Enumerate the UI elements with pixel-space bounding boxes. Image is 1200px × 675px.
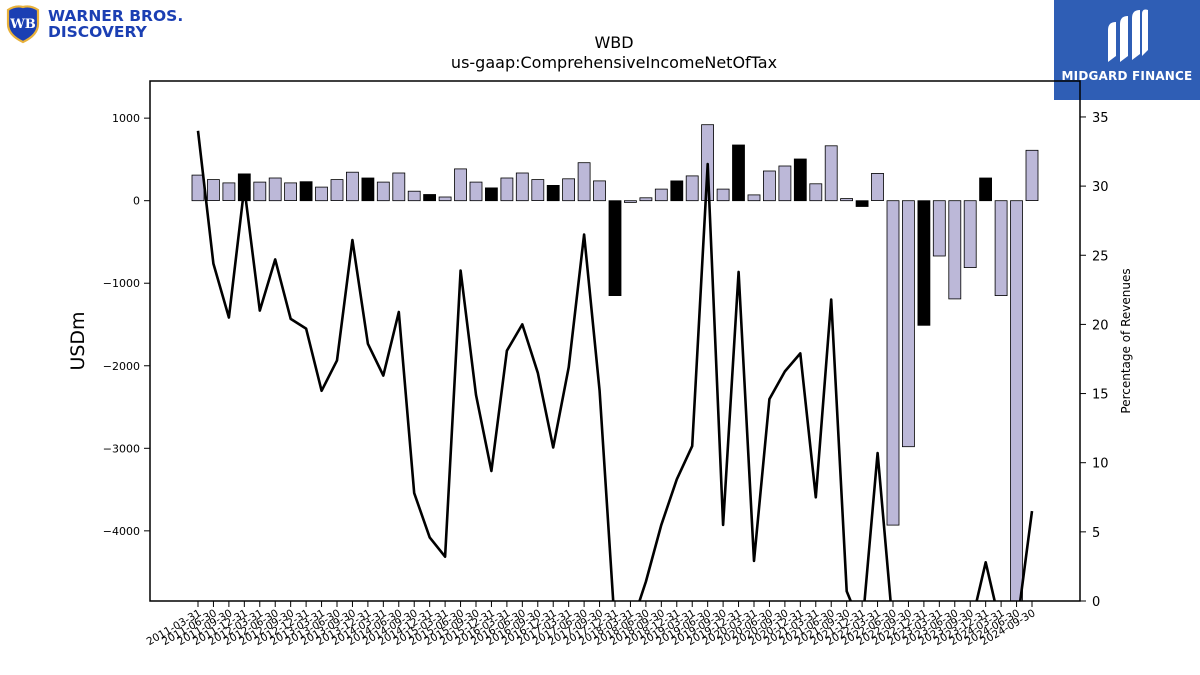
y-tick-label: 0 (133, 195, 140, 208)
bar-2019-06-30 (701, 124, 714, 201)
plot-frame (149, 80, 1081, 602)
bar-2013-06-30 (330, 179, 344, 202)
bar-2023-06-30 (948, 200, 962, 300)
bar-2011-09-30 (222, 182, 236, 201)
y2-axis-label: Percentage of Revenues (1119, 268, 1133, 413)
bar-2017-03-31 (562, 178, 575, 202)
midgard-logo-text: MIDGARD FINANCE (1061, 69, 1193, 83)
bar-2012-09-30 (284, 182, 298, 201)
bar-2022-03-31 (871, 172, 884, 201)
y2-tick-label: 35 (1092, 111, 1109, 126)
bar-2013-12-31 (361, 177, 375, 202)
y-tick-label: −2000 (103, 360, 140, 373)
bar-2020-12-31 (793, 158, 807, 202)
bar-2018-09-30 (654, 188, 668, 202)
bar-series (191, 124, 1039, 602)
y-tick-label: −4000 (103, 525, 140, 538)
y2-tick-label: 25 (1092, 249, 1109, 264)
bar-2013-09-30 (345, 171, 359, 202)
y-tick-label: 1000 (112, 112, 140, 125)
x-axis: 2011-03-312011-06-302011-09-302011-12-31… (145, 601, 1038, 648)
bar-2018-03-31 (624, 200, 637, 203)
wb-shield-icon (6, 5, 40, 44)
y2-tick-label: 30 (1092, 180, 1109, 195)
bar-2020-06-30 (763, 170, 776, 202)
midgard-mark-icon (1108, 9, 1148, 62)
wbd-logo-line2: DISCOVERY (48, 23, 148, 41)
bar-2018-12-31 (670, 180, 684, 202)
bar-2015-06-30 (454, 168, 467, 202)
bar-2019-12-31 (732, 144, 745, 202)
midgard-finance-logo: MIDGARD FINANCE (1054, 0, 1200, 100)
bar-2014-06-30 (392, 172, 406, 202)
bar-2014-03-31 (376, 181, 390, 202)
bar-2019-03-31 (685, 175, 699, 202)
bar-2014-12-31 (423, 194, 437, 202)
bar-2023-12-31 (979, 177, 992, 202)
bar-2021-06-30 (824, 145, 838, 202)
y-axis-label: USDm (67, 311, 89, 370)
chart-subtitle: us-gaap:ComprehensiveIncomeNetOfTax (451, 53, 777, 72)
bar-2021-03-31 (809, 183, 823, 202)
bar-2012-12-31 (299, 181, 313, 202)
left-axis: 1000 0 −1000 −2000 −3000 −4000 (103, 112, 150, 538)
bar-2018-06-30 (639, 197, 653, 202)
bar-2016-12-31 (546, 184, 560, 202)
chart-title: WBD (594, 33, 633, 52)
y-tick-label: −3000 (103, 442, 140, 455)
bar-2022-09-30 (902, 200, 915, 448)
bar-2021-12-31 (855, 200, 869, 207)
y-tick-label: −1000 (103, 277, 140, 290)
bar-2012-03-31 (253, 181, 267, 202)
y2-tick-label: 15 (1092, 388, 1109, 403)
bar-2017-06-30 (577, 162, 591, 202)
bar-2016-09-30 (531, 179, 545, 202)
bar-2016-03-31 (500, 177, 514, 202)
bar-2024-06-30 (1010, 200, 1023, 602)
bar-2016-06-30 (515, 172, 529, 202)
bar-2024-09-30 (1025, 149, 1039, 202)
bar-2015-09-30 (469, 181, 483, 202)
bar-2015-12-31 (484, 187, 498, 202)
bar-2012-06-30 (268, 177, 282, 202)
y2-tick-label: 20 (1092, 318, 1109, 333)
percentage-line (196, 130, 1034, 601)
bar-2017-12-31 (608, 200, 622, 296)
y2-tick-label: 5 (1092, 526, 1100, 541)
bar-2020-09-30 (778, 165, 792, 202)
bar-2021-09-30 (840, 198, 853, 202)
right-axis: 0 5 10 15 20 25 30 35 (1080, 111, 1109, 610)
bar-2022-06-30 (886, 200, 900, 526)
bar-2023-03-31 (932, 200, 946, 257)
bar-2011-06-30 (206, 179, 220, 202)
bar-2013-03-31 (315, 186, 328, 202)
percentage-line-series (196, 130, 1034, 601)
wb-monogram: WB (9, 17, 36, 32)
bar-2020-03-31 (747, 194, 761, 202)
bar-2017-09-30 (593, 180, 606, 202)
bar-2015-03-31 (438, 196, 452, 202)
bar-2022-12-31 (917, 200, 931, 326)
warner-bros-discovery-logo: WB WARNER BROS. DISCOVERY (6, 5, 183, 44)
bar-2019-09-30 (716, 188, 730, 202)
bar-2011-03-31 (191, 174, 205, 202)
bar-2023-09-30 (963, 200, 977, 268)
y2-tick-label: 0 (1092, 595, 1100, 610)
y2-tick-label: 10 (1092, 457, 1109, 472)
bar-2024-03-31 (994, 200, 1008, 296)
wbd-logo-line1: WARNER BROS. (48, 7, 183, 25)
bar-2014-09-30 (407, 190, 421, 202)
